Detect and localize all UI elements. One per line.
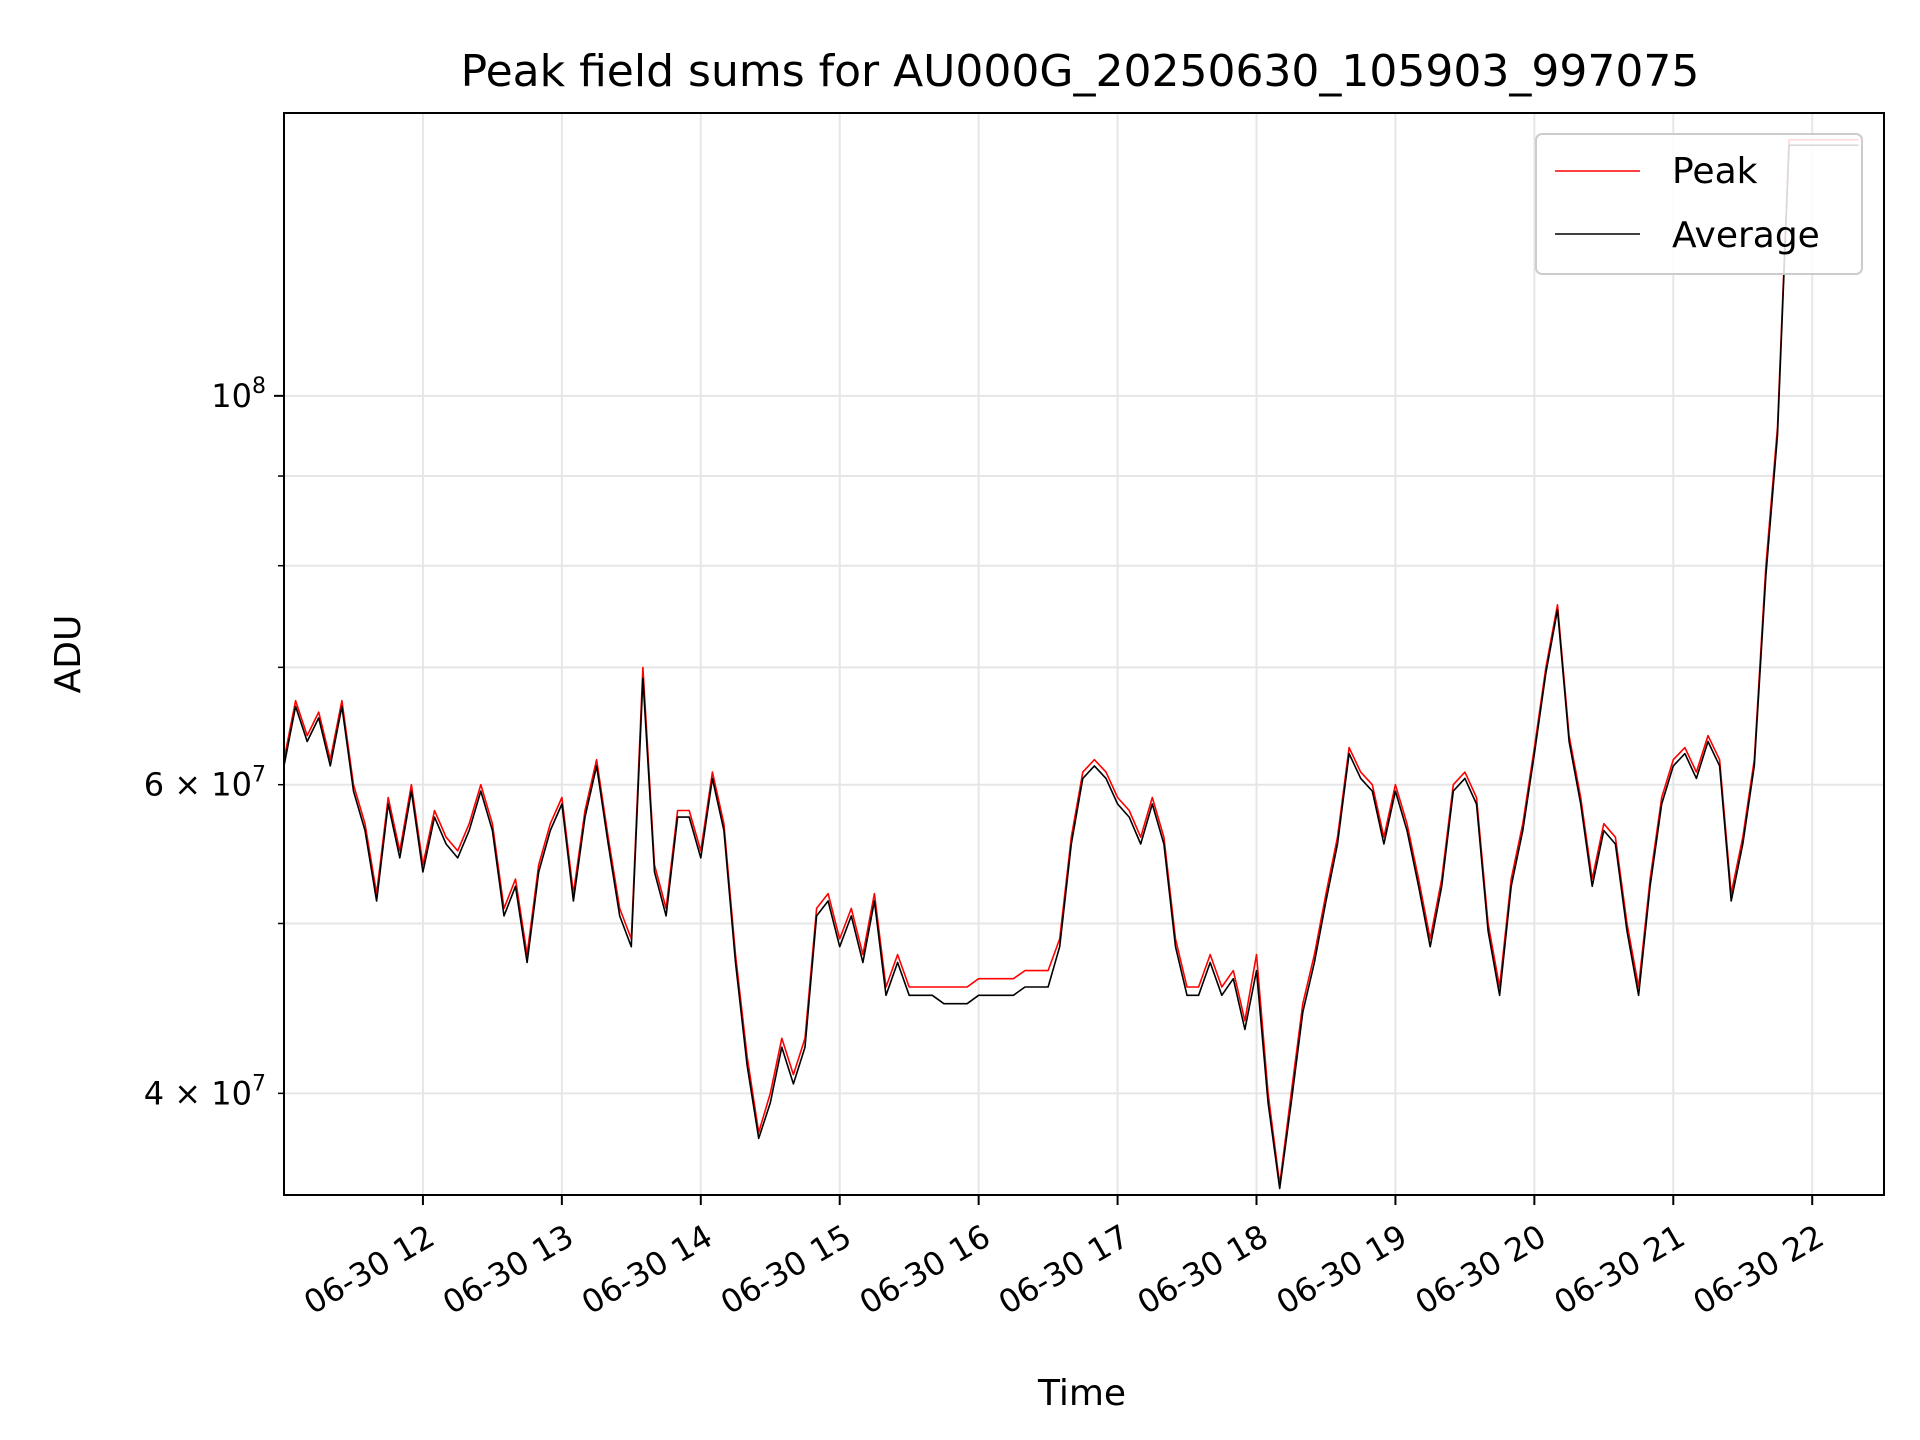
y-axis: 108 4 × 107 6 × 107 <box>144 374 284 1112</box>
legend: Peak Average <box>1535 133 1863 275</box>
y-tick-label: 4 × 107 <box>144 1071 266 1112</box>
series-line-average <box>283 144 1859 1190</box>
legend-label-peak: Peak <box>1672 151 1758 192</box>
y-axis-label: ADU <box>48 615 89 694</box>
y-tick-label: 108 <box>211 374 266 415</box>
series-lines <box>283 138 1859 1190</box>
legend-label-average: Average <box>1672 215 1820 256</box>
x-axis-label: Time <box>1037 1373 1126 1414</box>
plot-area-frame <box>283 112 1885 1196</box>
legend-box <box>1535 133 1863 275</box>
series-line-peak <box>283 138 1859 1185</box>
gridlines <box>284 113 1884 1195</box>
chart-title: Peak field sums for AU000G_20250630_1059… <box>461 46 1700 97</box>
y-tick-label: 6 × 107 <box>144 763 266 804</box>
